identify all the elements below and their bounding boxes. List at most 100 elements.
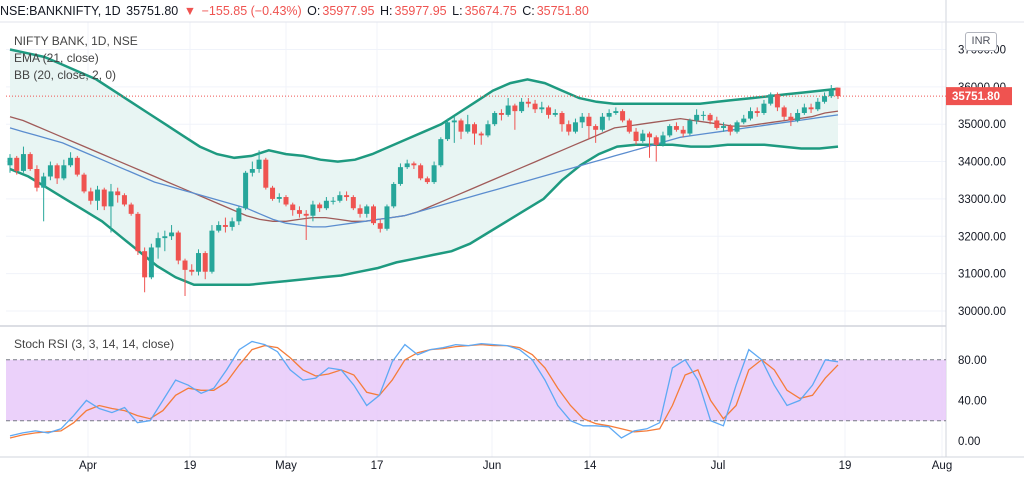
bb-legend[interactable]: BB (20, close, 2, 0) [14,68,117,82]
candle [640,129,646,143]
candle-body [606,112,612,117]
candle [747,107,753,121]
candle [256,150,262,173]
price-tick-label: 33000.00 [958,194,1006,206]
candle [795,109,801,123]
high-value: 35977.95 [394,4,447,18]
candle-body [296,210,302,214]
candle-body [350,197,356,209]
candle-body [41,176,47,188]
candle [471,122,477,145]
candle [148,243,154,280]
candle-body [707,114,713,121]
stoch-rsi-legend[interactable]: Stoch RSI (3, 3, 14, 14, close) [14,337,175,351]
candle [108,183,114,233]
candle-body [74,157,80,175]
candle-body [182,260,188,270]
candle [330,197,336,205]
candle [498,109,504,121]
candle [202,251,208,280]
candle-body [424,178,430,183]
last-price: 35751.80 [126,4,179,18]
candle-body [128,204,134,214]
candle-body [411,163,417,166]
candle [694,109,700,125]
candle-body [445,122,451,140]
candle-body [121,195,127,205]
currency-badge[interactable]: INR [965,32,997,51]
time-tick-label: 14 [584,460,597,472]
ema-legend[interactable]: EMA (21, close) [14,51,99,65]
candle [155,232,161,259]
candle [478,131,484,145]
candle-body [700,114,706,116]
candle [606,109,612,121]
candle [680,126,686,138]
candle-body [539,107,545,110]
candle [162,230,168,252]
candle [263,157,269,190]
candle [673,122,679,132]
candle [411,161,417,170]
candle-body [485,124,491,136]
candle [350,195,356,211]
candle [243,170,249,211]
candle [14,155,20,175]
candle-body [680,129,686,134]
candle [579,112,585,128]
low-value: 35674.75 [464,4,517,18]
candle [249,161,255,177]
candle-body [512,105,518,112]
candle-body [795,112,801,121]
candle-body [142,251,148,278]
candle [195,249,201,276]
candle-body [822,96,828,102]
candle-body [667,126,673,136]
candle-body [47,165,53,177]
candle [303,210,309,240]
candle [707,112,713,125]
candle-body [101,189,107,207]
rsi-tick-label: 0.00 [958,436,980,448]
candle-body [290,204,296,211]
chart-legend-title[interactable]: NIFTY BANK, 1D, NSE [14,34,138,48]
stoch-rsi-pane [6,340,946,439]
candle-body [7,157,13,166]
candle-body [54,165,60,179]
candle [599,112,605,132]
time-tick-label: 17 [371,460,384,472]
candle [323,197,329,211]
candle [54,163,60,184]
candle-body [263,159,269,188]
candle [532,99,538,113]
candle [121,193,127,207]
candle [418,163,424,181]
price-tick-label: 31000.00 [958,269,1006,281]
candle [364,204,370,218]
last-price-badge-text: 35751.80 [952,91,1000,103]
candle [222,217,228,233]
candle [586,112,592,140]
candle [169,225,175,240]
candle-body [653,137,659,145]
time-tick-label: Jun [483,460,502,472]
candle-body [525,101,531,104]
moving-averages [6,95,946,228]
candle-body [364,206,370,214]
candle [357,204,363,218]
candle [822,92,828,104]
candle-body [465,124,471,132]
time-tick-label: 19 [184,460,197,472]
symbol-name[interactable]: NSE:BANKNIFTY, 1D [0,4,121,18]
candle [647,131,653,158]
candle-body [828,90,834,97]
candle [546,105,552,119]
candle-body [68,157,74,166]
candle-body [471,124,477,134]
candle-body [20,154,26,171]
candle [539,101,545,113]
candle-body [209,230,215,272]
candle [781,105,787,121]
candle-body [108,191,114,207]
